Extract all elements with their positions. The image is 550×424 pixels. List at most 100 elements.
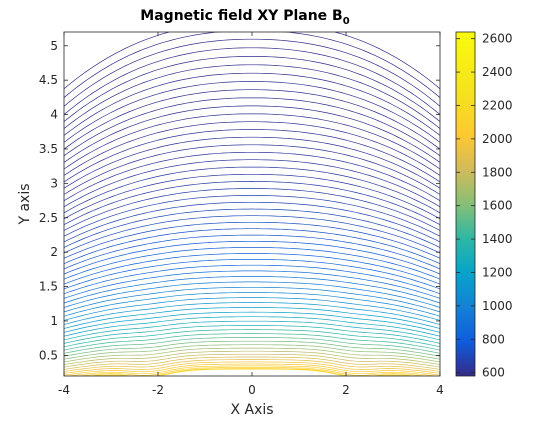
contour-line (64, 32, 440, 98)
contour-line (64, 270, 440, 299)
contour-line (64, 208, 440, 248)
y-tick-label: 3.5 (39, 142, 58, 156)
contour-line (64, 264, 440, 295)
y-tick-label: 3 (50, 176, 58, 190)
contour-line (64, 166, 440, 214)
y-tick-label: 1.5 (39, 280, 58, 294)
y-tick-label: 4.5 (39, 73, 58, 87)
contour-line (64, 240, 440, 275)
contour-line (64, 195, 440, 237)
colorbar-ticks: 600 800 1000 1200 1400 1600 1800 2000 2200 2400 26… (456, 32, 513, 380)
colorbar-tick-label: 1200 (482, 265, 513, 279)
contour-line (64, 81, 440, 143)
contour-line (85, 368, 419, 376)
colorbar-tick-label: 1400 (482, 232, 513, 246)
contour-line (64, 247, 440, 280)
y-tick-label: 2 (50, 245, 58, 259)
contour-line (64, 316, 440, 337)
plot-background (64, 32, 440, 376)
contour-line (64, 353, 440, 368)
contour-line (64, 105, 440, 163)
contour-lines (64, 32, 440, 376)
contour-line (64, 201, 440, 243)
contour-line (64, 329, 440, 348)
x-tick-label: 2 (342, 383, 350, 397)
contour-line (64, 188, 440, 231)
y-axis-ticks: 0.5 1 1.5 2 2.5 3 3.5 4 4.5 5 (39, 39, 440, 362)
contour-line (64, 363, 440, 376)
x-axis-label: X Axis (230, 402, 273, 418)
contour-line (66, 365, 438, 376)
contour-line (64, 276, 440, 304)
contour-line (64, 215, 440, 254)
contour-line (64, 356, 440, 370)
contour-line (64, 359, 440, 372)
contour-line (64, 221, 440, 259)
colorbar-tick-label: 1600 (482, 199, 513, 213)
contour-line (64, 144, 440, 195)
contour-line (64, 234, 440, 270)
contour-line (64, 337, 440, 354)
contour-line (64, 344, 440, 360)
colorbar-tick-label: 2400 (482, 65, 513, 79)
x-tick-label: 0 (248, 383, 256, 397)
contour-line (64, 302, 440, 325)
contour-line (64, 113, 440, 170)
contour-line (64, 350, 440, 365)
x-axis-ticks: -4 -2 0 2 4 (58, 32, 444, 397)
contour-line (64, 307, 440, 329)
contour-line (64, 320, 440, 341)
colorbar (455, 31, 476, 377)
colorbar-tick-label: 2600 (482, 32, 513, 46)
contour-line (64, 311, 440, 333)
contour-line (64, 136, 440, 189)
contour-line (64, 297, 440, 321)
contour-line (64, 259, 440, 290)
contour-line (64, 286, 440, 313)
chart-title-text: Magnetic field XY Plane B (140, 8, 342, 24)
x-tick-label: -4 (58, 383, 70, 397)
contour-line (64, 38, 440, 107)
chart-title-subscript: 0 (343, 16, 350, 27)
colorbar-tick-label: 2000 (482, 132, 513, 146)
colorbar-tick-label: 600 (482, 366, 505, 380)
chart-title: Magnetic field XY Plane B0 (140, 8, 349, 27)
y-tick-label: 2.5 (39, 211, 58, 225)
contour-line (64, 47, 440, 115)
y-axis-label: Y axis (17, 183, 33, 225)
contour-line (64, 347, 440, 363)
contour-line (64, 340, 440, 357)
colorbar-tick-label: 2200 (482, 98, 513, 112)
contour-line (64, 181, 440, 226)
contour-line (64, 333, 440, 351)
contour-line (64, 32, 440, 90)
contour-line (64, 228, 440, 265)
contour-line (64, 151, 440, 202)
x-tick-label: 4 (436, 383, 444, 397)
contour-line (90, 368, 414, 376)
contour-line (64, 129, 440, 183)
colorbar-tick-label: 800 (482, 332, 505, 346)
contour-line (76, 367, 428, 376)
contour-line (64, 253, 440, 285)
contour-line (64, 121, 440, 176)
contour-line (64, 159, 440, 208)
y-tick-label: 5 (50, 39, 58, 53)
contour-line (64, 89, 440, 150)
contour-line (64, 292, 440, 317)
contour-line (64, 281, 440, 308)
contour-line (64, 72, 440, 136)
y-tick-label: 4 (50, 108, 58, 122)
colorbar-tick-label: 1800 (482, 165, 513, 179)
contour-line (64, 97, 440, 157)
contour-line (64, 64, 440, 129)
contour-line (64, 173, 440, 220)
x-tick-label: -2 (152, 383, 164, 397)
contour-line (64, 325, 440, 344)
contour-line (64, 361, 440, 374)
y-tick-label: 0.5 (39, 348, 58, 362)
y-tick-label: 1 (50, 314, 58, 328)
colorbar-tick-label: 1000 (482, 299, 513, 313)
contour-line (64, 56, 440, 122)
